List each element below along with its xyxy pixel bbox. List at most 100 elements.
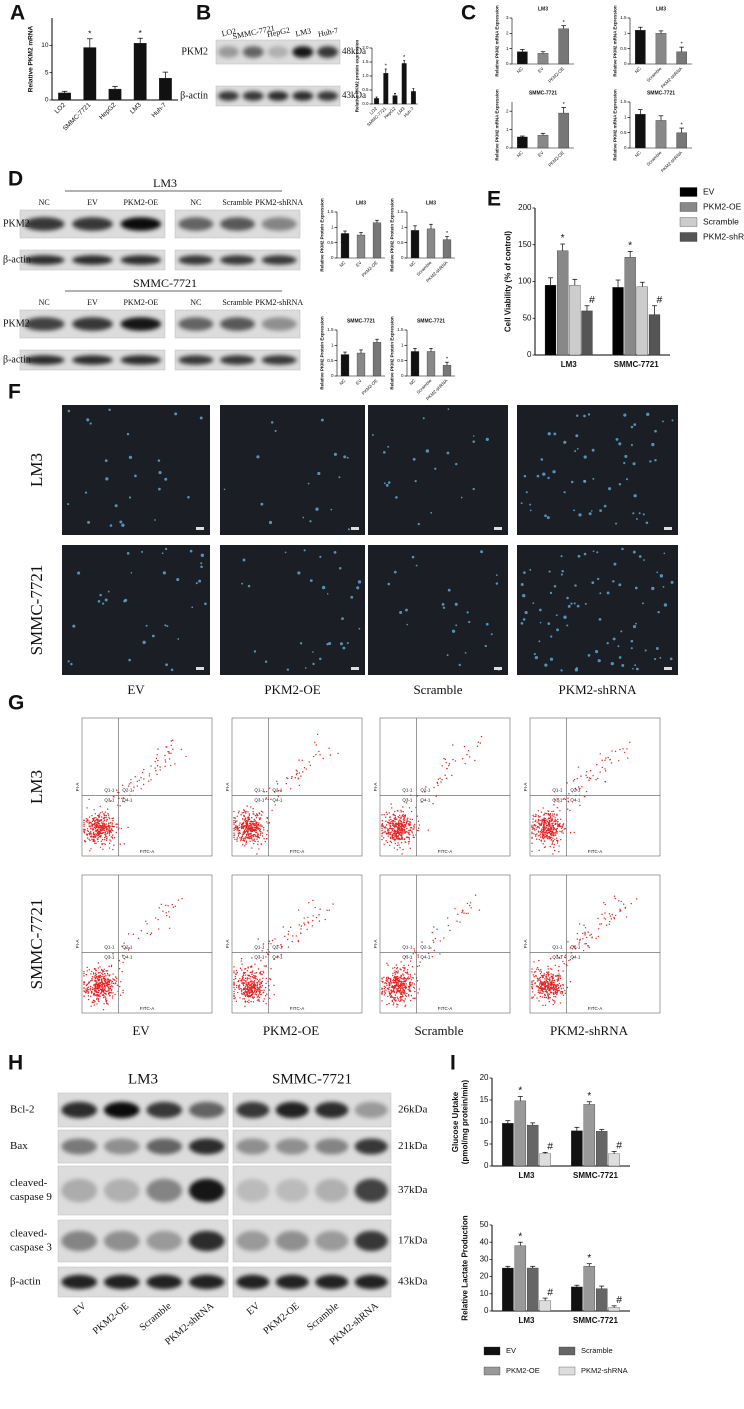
nucleus [191, 606, 193, 608]
event-dot [252, 970, 253, 971]
event-dot [100, 825, 101, 826]
nucleus [128, 659, 131, 662]
size-label: 17kDa [398, 1235, 427, 1247]
event-dot [87, 821, 88, 822]
event-dot [392, 973, 393, 974]
significance-mark: * [446, 357, 449, 363]
event-dot [94, 1004, 95, 1005]
event-dot [97, 997, 98, 998]
event-dot [263, 991, 264, 992]
event-dot [326, 910, 327, 911]
event-dot [246, 805, 247, 806]
y-tick-label: 0.5 [620, 130, 627, 135]
event-dot [390, 803, 391, 804]
event-dot [553, 832, 554, 833]
x-tick-label: Huh-7 [403, 106, 416, 119]
nucleus [585, 603, 587, 605]
event-dot [547, 992, 548, 993]
event-dot [83, 824, 84, 825]
event-dot [587, 777, 588, 778]
event-dot [563, 995, 564, 996]
protein-label: PKM2 [181, 46, 208, 57]
event-dot [406, 820, 407, 821]
event-dot [466, 754, 467, 755]
event-dot [112, 822, 113, 823]
nucleus [529, 569, 531, 571]
event-dot [619, 749, 620, 750]
nucleus [308, 483, 310, 485]
event-dot [580, 775, 581, 776]
event-dot [92, 976, 93, 977]
event-dot [242, 840, 243, 841]
protein-label: Bax [10, 1140, 28, 1152]
nucleus [631, 640, 634, 643]
event-dot [454, 908, 455, 909]
event-dot [410, 991, 411, 992]
event-dot [233, 824, 234, 825]
event-dot [552, 835, 553, 836]
legend-label: PKM2-OE [506, 1366, 540, 1375]
event-dot [440, 781, 441, 782]
event-dot [165, 905, 166, 906]
nucleus [599, 618, 602, 621]
event-dot [558, 977, 559, 978]
nucleus [271, 421, 274, 424]
event-dot [119, 805, 120, 806]
event-dot [403, 983, 404, 984]
event-dot [244, 1006, 245, 1007]
event-dot [386, 824, 387, 825]
event-dot [391, 823, 392, 824]
event-dot [318, 751, 319, 752]
event-dot [554, 828, 555, 829]
event-dot [109, 818, 110, 819]
blot-band [104, 1102, 140, 1118]
quadrant-label: Q2-1 [570, 787, 581, 792]
event-dot [92, 1002, 93, 1003]
event-dot [404, 841, 405, 842]
event-dot [403, 1001, 404, 1002]
event-dot [413, 948, 414, 949]
micrograph [368, 405, 508, 535]
event-dot [255, 815, 256, 816]
blot-band [315, 1102, 348, 1118]
event-dot [407, 969, 408, 970]
event-dot [260, 971, 261, 972]
event-dot [91, 1005, 92, 1006]
event-dot [257, 989, 258, 990]
event-dot [403, 970, 404, 971]
event-dot [540, 969, 541, 970]
event-dot [386, 812, 387, 813]
bar [609, 1154, 620, 1166]
blot-band [72, 355, 113, 365]
event-dot [559, 983, 560, 984]
event-dot [547, 998, 548, 999]
event-dot [239, 984, 240, 985]
event-dot [325, 919, 326, 920]
nucleus [129, 496, 131, 498]
nucleus [615, 523, 617, 525]
event-dot [243, 838, 244, 839]
x-tick-label: LO2 [54, 101, 68, 115]
event-dot [391, 820, 392, 821]
event-dot [404, 839, 405, 840]
event-dot [396, 838, 397, 839]
event-dot [245, 980, 246, 981]
event-dot [245, 843, 246, 844]
quadrant-label: Q1-1 [552, 787, 563, 792]
event-dot [401, 835, 402, 836]
event-dot [105, 975, 106, 976]
event-dot [246, 984, 247, 985]
nucleus [643, 559, 645, 561]
event-dot [145, 921, 146, 922]
blot-band [24, 217, 65, 230]
event-dot [388, 833, 389, 834]
event-dot [168, 753, 169, 754]
nucleus [254, 650, 256, 652]
event-dot [93, 819, 94, 820]
event-dot [141, 788, 142, 789]
event-dot [404, 822, 405, 823]
event-dot [103, 977, 104, 978]
event-dot [233, 828, 234, 829]
event-dot [558, 985, 559, 986]
event-dot [544, 837, 545, 838]
